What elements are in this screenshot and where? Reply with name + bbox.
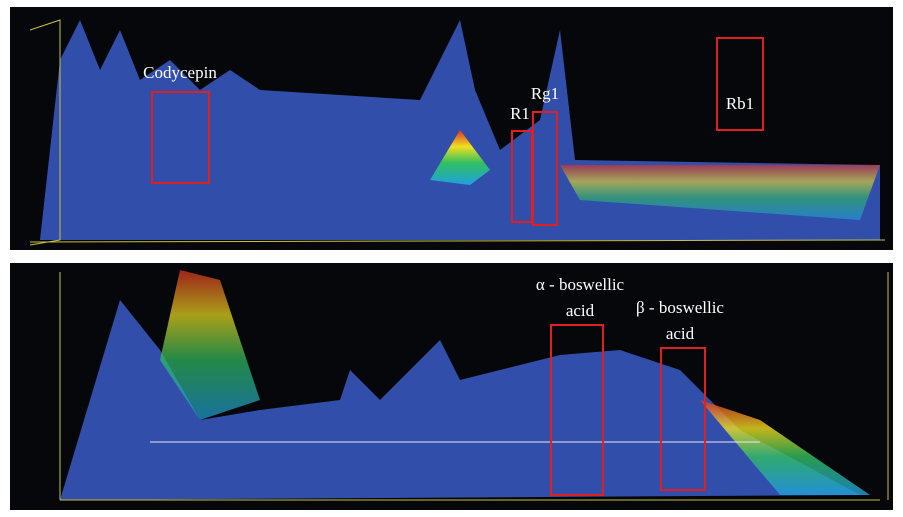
highlight-box bbox=[716, 37, 764, 131]
highlight-box bbox=[532, 111, 558, 226]
highlight-box bbox=[660, 347, 706, 491]
surface bbox=[560, 165, 880, 220]
surface bbox=[700, 400, 870, 495]
surface bbox=[430, 130, 490, 185]
peak-label: R1 bbox=[510, 104, 530, 123]
surface bbox=[160, 270, 260, 420]
highlight-box bbox=[550, 324, 604, 496]
peak-label: acid bbox=[566, 301, 595, 320]
highlight-box bbox=[151, 91, 210, 184]
peak-label: Rb1 bbox=[726, 94, 754, 113]
peak-label: Rg1 bbox=[531, 84, 559, 103]
peak-label: α - boswellic bbox=[536, 275, 625, 294]
peak-label: acid bbox=[666, 324, 695, 343]
axis bbox=[29, 239, 886, 243]
peak-label: Codycepin bbox=[143, 63, 217, 82]
axis bbox=[29, 19, 61, 246]
peak-label: β - boswellic bbox=[636, 298, 724, 317]
